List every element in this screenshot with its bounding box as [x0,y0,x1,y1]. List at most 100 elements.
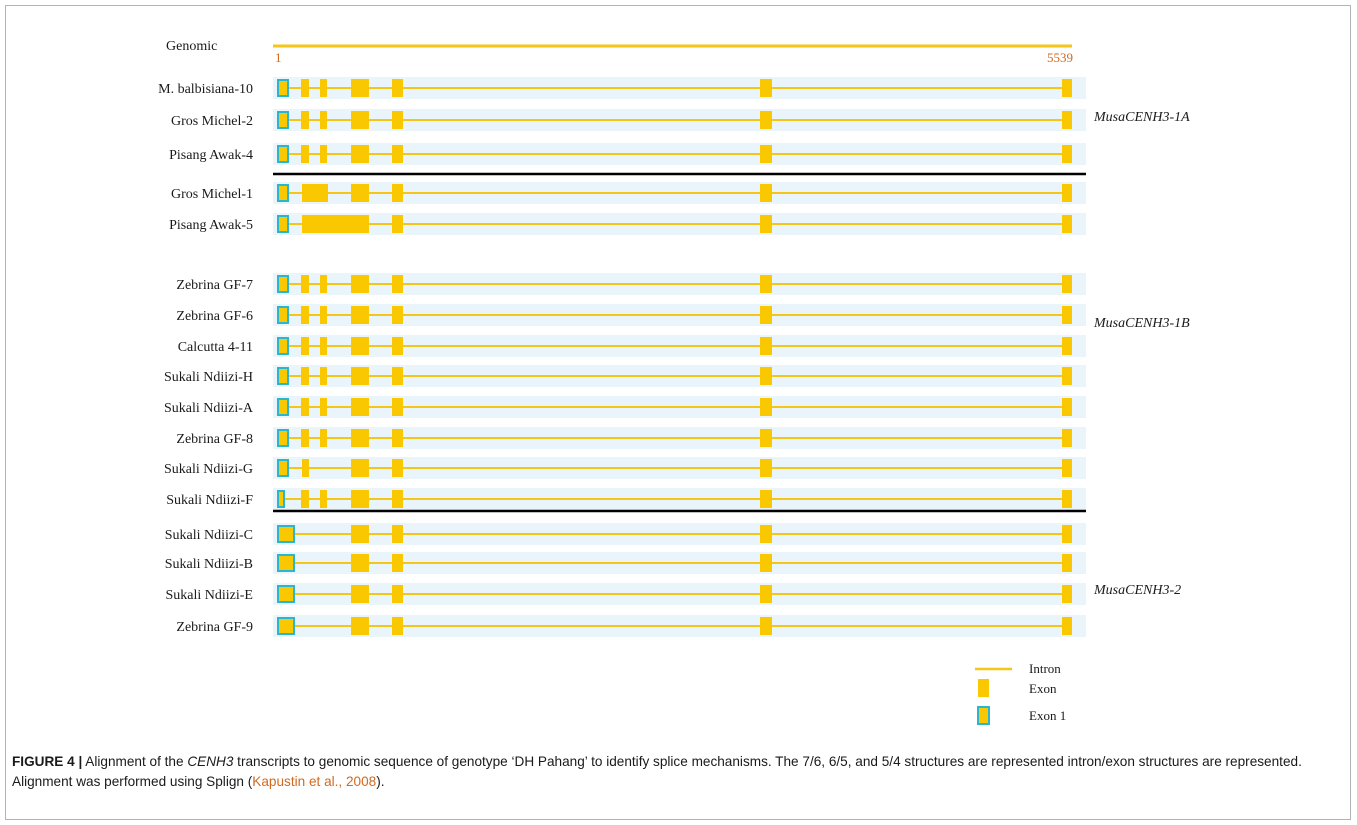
exon [1062,617,1072,635]
row-label: Zebrina GF-9 [176,620,253,635]
exon [301,367,309,385]
legend-exon-swatch [978,679,989,697]
exon [760,337,772,355]
exon [301,306,309,324]
exon [760,306,772,324]
legend: Intron Exon Exon 1 [975,661,1066,725]
genomic-end: 5539 [1047,50,1073,65]
exon [760,275,772,293]
exon [392,306,403,324]
exon [1062,585,1072,603]
exon [302,215,369,233]
exon [351,79,369,97]
transcript-row: Calcutta 4-11 [178,335,1086,357]
exon [392,111,403,129]
row-label: Pisang Awak-5 [169,218,253,233]
exon [392,275,403,293]
exon [760,490,772,508]
exon [351,429,369,447]
transcript-row: Sukali Ndiizi-A [164,396,1086,418]
exon [320,337,327,355]
row-label: Sukali Ndiizi-B [165,557,253,572]
exon [301,490,309,508]
exon [320,79,327,97]
exon [320,367,327,385]
caption-citation[interactable]: Kapustin et al., 2008 [252,774,377,789]
row-label: Zebrina GF-7 [176,278,253,293]
exon [392,554,403,572]
exon [392,525,403,543]
exon-1 [277,145,289,163]
transcript-row: Sukali Ndiizi-H [164,365,1086,387]
transcript-row: Pisang Awak-4 [169,143,1086,165]
transcript-row: Sukali Ndiizi-E [166,583,1086,605]
transcript-row: Gros Michel-2 [171,109,1086,131]
group-label-1b: MusaCENH3-1B [1093,316,1190,331]
exon [760,554,772,572]
row-label: Sukali Ndiizi-C [165,528,253,543]
exon [1062,184,1072,202]
exon [760,367,772,385]
exon [392,585,403,603]
exon-1 [277,337,289,355]
row-label: Gros Michel-1 [171,187,253,202]
exon-1 [277,554,295,572]
legend-exon-label: Exon [1029,681,1057,696]
row-label: Zebrina GF-6 [176,309,253,324]
row-label: Pisang Awak-4 [169,148,253,163]
exon [351,184,369,202]
exon [1062,215,1072,233]
exon [301,429,309,447]
exon [351,145,369,163]
exon [1062,306,1072,324]
exon [301,79,309,97]
transcript-row: Zebrina GF-6 [176,304,1086,326]
exon-1 [277,398,289,416]
exon [1062,275,1072,293]
exon [351,585,369,603]
row-label: Calcutta 4-11 [178,340,253,355]
exon [301,398,309,416]
exon [301,337,309,355]
exon [351,617,369,635]
caption-text-1: Alignment of the [82,754,188,769]
exon [351,111,369,129]
exon [392,215,403,233]
exon-1 [277,585,295,603]
exon [1062,459,1072,477]
exon [392,398,403,416]
exon [320,490,327,508]
transcript-row: Sukali Ndiizi-F [166,488,1086,510]
genomic-start: 1 [275,50,282,65]
caption-gene: CENH3 [187,754,234,769]
exon-1 [277,459,289,477]
exon [760,79,772,97]
transcript-row: Zebrina GF-8 [176,427,1086,449]
gene-structure-diagram: Genomic 1 5539 M. balbisiana-10 Gros Mich… [158,39,1190,725]
transcript-row: Sukali Ndiizi-G [164,457,1086,479]
exon [351,337,369,355]
exon [1062,145,1072,163]
exon-1 [277,79,289,97]
exon [392,429,403,447]
exon-1 [277,275,289,293]
row-label: M. balbisiana-10 [158,82,253,97]
caption-text-2: transcripts to genomic sequence of genot… [12,754,1302,789]
exon [1062,525,1072,543]
figure-caption: FIGURE 4 | Alignment of the CENH3 transc… [12,752,1342,792]
exon [1062,111,1072,129]
caption-text-3: ). [376,774,385,789]
exon [351,459,369,477]
exon [392,490,403,508]
transcript-row: Sukali Ndiizi-B [165,552,1086,574]
exon-1 [277,367,289,385]
exon [1062,367,1072,385]
exon [760,398,772,416]
exon [351,490,369,508]
exon [760,215,772,233]
exon [301,145,309,163]
exon [1062,337,1072,355]
exon [1062,429,1072,447]
exon [351,525,369,543]
exon-1 [277,429,289,447]
